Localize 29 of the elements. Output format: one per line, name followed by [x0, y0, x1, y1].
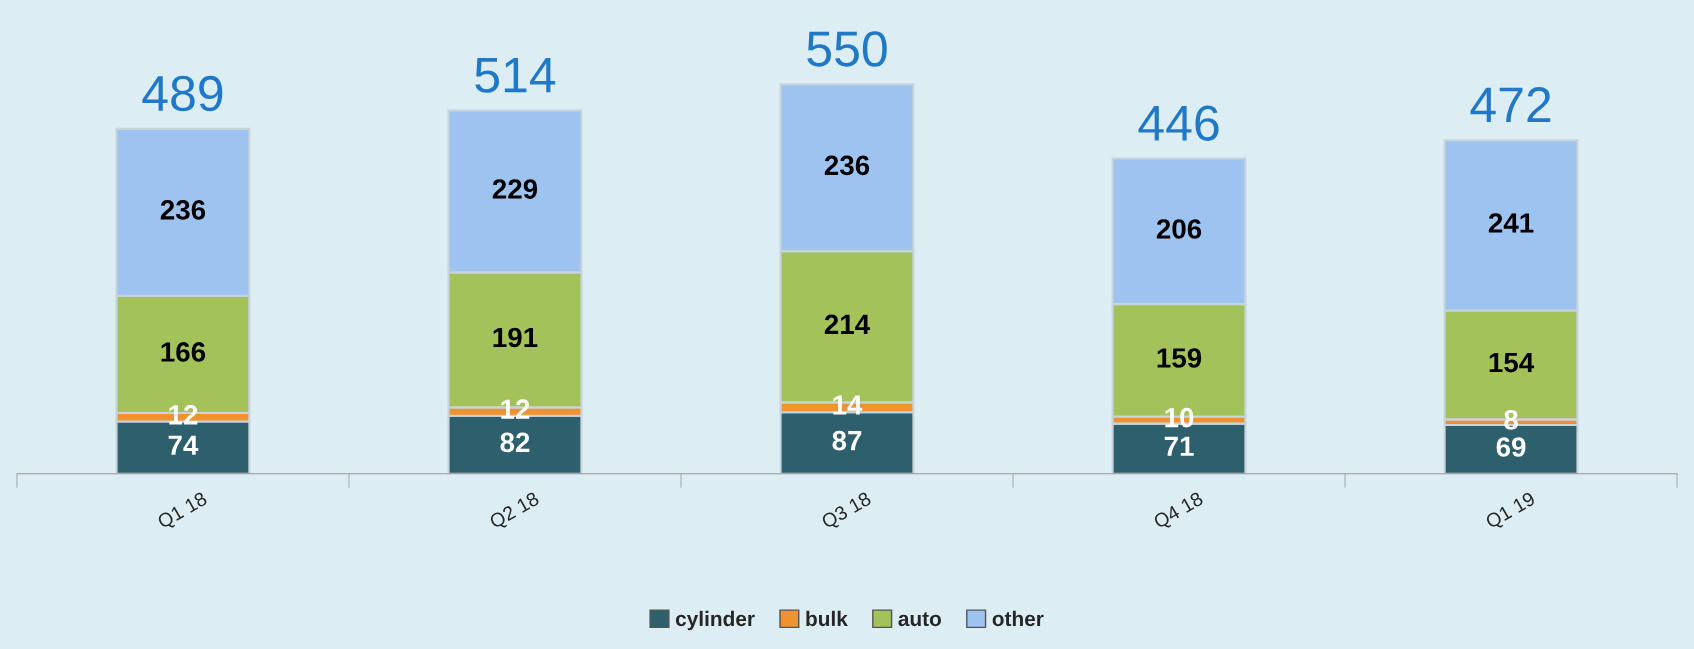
- total-label: 446: [1138, 105, 1219, 141]
- data-label: 236: [160, 200, 206, 220]
- legend-label: bulk: [806, 610, 848, 627]
- data-label: 236: [824, 155, 870, 176]
- data-label: 241: [1488, 213, 1534, 233]
- data-label: 191: [493, 327, 538, 348]
- data-label: 74: [168, 435, 199, 455]
- x-tick-label: Q1 19: [1484, 491, 1538, 532]
- x-tick-label: Q1 18: [156, 491, 210, 532]
- x-tick-label: Q2 18: [488, 491, 542, 532]
- data-label: 154: [1489, 353, 1535, 373]
- x-tick-label: Q3 18: [820, 491, 874, 532]
- data-label: 229: [492, 179, 538, 199]
- x-tick-label: Q4 18: [1152, 491, 1206, 532]
- total-label: 489: [142, 75, 223, 112]
- data-label: 87: [832, 430, 862, 451]
- data-label: 71: [1164, 436, 1194, 456]
- data-label: 159: [1157, 348, 1202, 368]
- legend-label: auto: [898, 612, 941, 627]
- legend-label: cylinder: [675, 610, 755, 631]
- data-label: 214: [824, 314, 871, 334]
- total-label: 550: [807, 31, 887, 67]
- total-label: 472: [1470, 87, 1551, 123]
- legend-label: other: [992, 610, 1044, 627]
- data-label: 206: [1156, 219, 1202, 239]
- data-label: 166: [161, 342, 206, 362]
- total-label: 514: [475, 57, 556, 93]
- data-label: 69: [1496, 437, 1526, 457]
- data-label: 82: [500, 432, 530, 453]
